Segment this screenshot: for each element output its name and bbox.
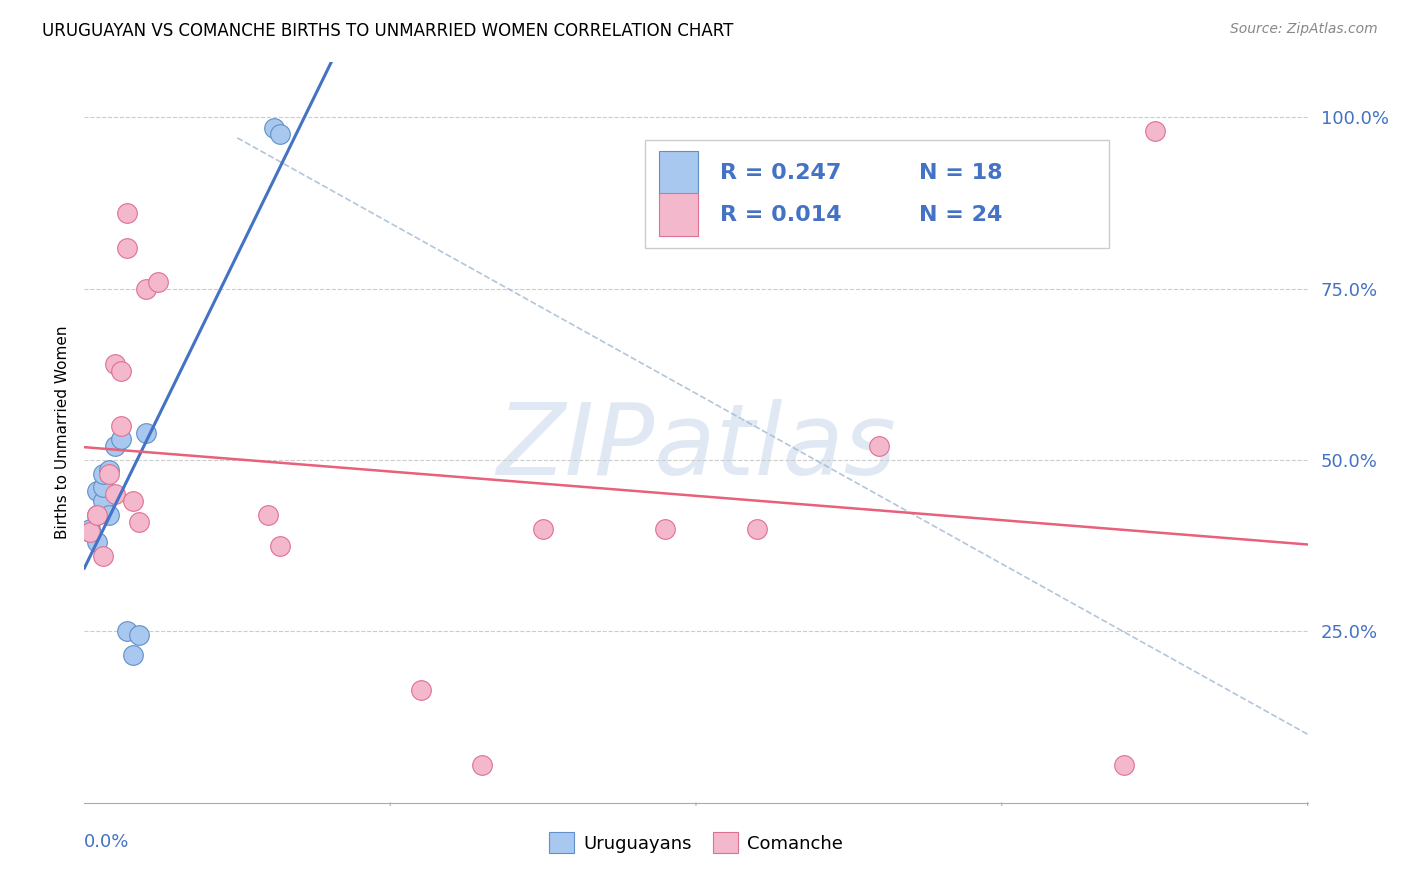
Point (1143, 124, 1166, 138)
Text: N = 24: N = 24 (918, 205, 1002, 225)
Point (263, 120, 285, 135)
Point (1114, 758, 1136, 772)
Point (91, 549, 114, 563)
Point (91, 494, 114, 508)
Point (115, 206, 138, 220)
Point (86, 508, 108, 522)
Point (115, 240, 138, 255)
Point (110, 433, 132, 447)
Point (86, 535, 108, 549)
Point (654, 522, 676, 536)
Point (128, 628, 150, 642)
Point (97, 463, 120, 477)
FancyBboxPatch shape (659, 194, 699, 236)
Point (269, 539, 291, 553)
Point (409, 682, 432, 697)
FancyBboxPatch shape (644, 140, 1109, 247)
Point (747, 522, 769, 536)
Point (269, 128, 291, 142)
Point (91, 467, 114, 481)
Point (104, 439, 127, 453)
Point (128, 515, 150, 529)
FancyBboxPatch shape (659, 152, 699, 194)
Point (97, 508, 120, 522)
Point (86, 483, 108, 498)
Point (86, 508, 108, 522)
Point (79, 524, 101, 539)
Text: N = 18: N = 18 (918, 162, 1002, 183)
Point (91, 480, 114, 494)
Text: 0.0%: 0.0% (84, 833, 129, 851)
Text: Source: ZipAtlas.com: Source: ZipAtlas.com (1230, 22, 1378, 37)
Point (79, 524, 101, 539)
Point (110, 364, 132, 378)
Y-axis label: Births to Unmarried Women: Births to Unmarried Women (55, 326, 70, 540)
Text: ZIPatlas: ZIPatlas (496, 399, 896, 496)
Legend: Uruguayans, Comanche: Uruguayans, Comanche (541, 825, 851, 861)
Point (97, 467, 120, 481)
Point (122, 494, 145, 508)
Text: R = 0.247: R = 0.247 (720, 162, 842, 183)
Point (115, 624, 138, 639)
Point (135, 425, 157, 440)
Point (104, 357, 127, 371)
Point (257, 508, 280, 522)
Point (531, 522, 554, 536)
Text: URUGUAYAN VS COMANCHE BIRTHS TO UNMARRIED WOMEN CORRELATION CHART: URUGUAYAN VS COMANCHE BIRTHS TO UNMARRIE… (42, 22, 734, 40)
Point (104, 487, 127, 501)
Point (79, 522, 101, 536)
Point (110, 418, 132, 433)
Point (135, 282, 157, 296)
Point (122, 648, 145, 663)
Point (869, 439, 891, 453)
Point (146, 275, 169, 289)
Text: R = 0.014: R = 0.014 (720, 205, 842, 225)
Point (471, 758, 494, 772)
